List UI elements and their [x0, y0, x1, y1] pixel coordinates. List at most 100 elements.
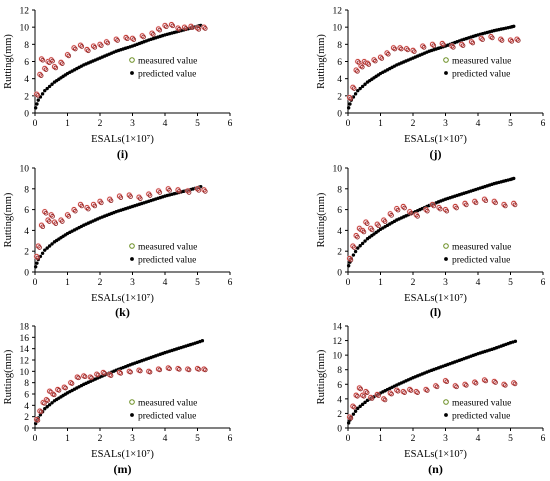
- measured-point: [73, 208, 78, 214]
- x-tick-label: 1: [65, 119, 70, 129]
- predicted-point: [512, 176, 516, 181]
- measured-point: [463, 202, 469, 208]
- measured-point: [129, 35, 136, 41]
- measured-point: [86, 48, 91, 54]
- measured-point: [371, 57, 377, 63]
- measured-point: [38, 73, 44, 78]
- measured-point: [397, 45, 403, 51]
- x-tick-label: 4: [163, 434, 168, 444]
- measured-point: [415, 390, 420, 395]
- measured-point: [408, 388, 414, 393]
- y-tick-label: 4: [337, 227, 342, 237]
- x-tick-label: 6: [228, 278, 233, 288]
- x-axis-title: ESALs(1×10⁷): [404, 293, 467, 304]
- measured-point: [203, 189, 208, 194]
- predicted-point: [513, 339, 518, 343]
- measured-point: [155, 26, 162, 32]
- measured-point: [177, 189, 182, 194]
- x-axis-title: ESALs(1×10⁷): [404, 449, 467, 460]
- measured-point: [118, 371, 124, 376]
- x-tick-label: 6: [541, 119, 546, 129]
- x-tick-label: 6: [228, 119, 233, 129]
- measured-point: [38, 56, 45, 62]
- measured-point: [82, 374, 88, 380]
- legend-label-measured: measured value: [452, 399, 511, 409]
- predicted-point: [360, 402, 365, 407]
- y-tick-label: 2: [337, 248, 342, 258]
- legend-label-measured: measured value: [138, 399, 197, 409]
- measured-point: [51, 64, 58, 70]
- measured-point: [51, 392, 57, 398]
- measured-point: [168, 22, 175, 28]
- y-axis-title: Rutting(mm): [316, 192, 327, 247]
- chart-panel: 0 1 2 3 4 5 6 0 2 4 6 8 10 ESALs(1×10⁷) Rutting(mm) (l)…: [316, 165, 546, 320]
- measured-point: [415, 214, 420, 219]
- measured-point: [105, 40, 111, 46]
- measured-point: [359, 64, 365, 70]
- y-tick-label: 12: [20, 357, 30, 367]
- measured-point: [364, 390, 370, 395]
- measured-point: [196, 188, 202, 193]
- x-tick-label: 5: [508, 278, 513, 288]
- x-tick-label: 3: [443, 278, 448, 288]
- predicted-point: [512, 24, 516, 29]
- measured-point: [201, 24, 207, 30]
- measured-point: [351, 245, 357, 250]
- panel-label: (l): [430, 305, 441, 319]
- predicted-point: [351, 412, 356, 416]
- x-tick-label: 1: [378, 278, 383, 288]
- predicted-point: [356, 88, 360, 93]
- measured-point: [48, 57, 54, 63]
- predicted-point: [36, 98, 40, 102]
- predicted-point: [45, 246, 49, 250]
- y-tick-label: 6: [337, 58, 342, 68]
- measured-point: [56, 388, 62, 393]
- measured-point: [449, 43, 455, 49]
- y-tick-label: 4: [24, 227, 29, 237]
- measured-point: [177, 27, 182, 32]
- measured-point: [79, 203, 85, 209]
- x-tick-label: 4: [163, 119, 168, 129]
- y-tick-label: 0: [24, 269, 29, 279]
- legend-marker-predicted: [130, 257, 134, 261]
- measured-point: [35, 418, 41, 423]
- measured-point: [203, 367, 208, 373]
- measured-point: [64, 52, 71, 58]
- predicted-point: [346, 106, 351, 110]
- measured-point: [66, 214, 72, 219]
- legend-marker-predicted: [444, 71, 448, 75]
- legend-label-measured: measured value: [138, 243, 197, 253]
- predicted-point: [353, 92, 358, 96]
- legend-label-measured: measured value: [452, 243, 511, 253]
- measured-point: [473, 380, 479, 386]
- measured-point: [40, 224, 46, 230]
- measured-point: [444, 379, 450, 385]
- y-tick-label: 10: [333, 165, 343, 175]
- measured-point: [86, 206, 91, 212]
- measured-point: [188, 23, 194, 29]
- measured-point: [167, 188, 172, 193]
- measured-point: [84, 46, 90, 53]
- x-axis-title: ESALs(1×10⁷): [91, 449, 154, 460]
- predicted-point: [363, 239, 367, 243]
- measured-point: [437, 206, 443, 212]
- measured-point: [34, 91, 40, 97]
- measured-point: [460, 43, 466, 48]
- measured-point: [194, 25, 201, 31]
- predicted-point: [50, 82, 54, 86]
- x-tick-label: 2: [411, 278, 416, 288]
- measured-point: [118, 195, 124, 200]
- measured-point: [355, 58, 361, 65]
- measured-point: [139, 33, 145, 39]
- measured-point: [450, 45, 456, 50]
- measured-point: [348, 96, 354, 102]
- y-tick-label: 6: [24, 58, 29, 68]
- predicted-point: [360, 84, 365, 89]
- legend-marker-predicted: [130, 71, 134, 75]
- measured-point: [108, 198, 114, 204]
- predicted-point: [35, 261, 39, 265]
- y-tick-label: 16: [20, 334, 30, 344]
- predicted-point: [351, 253, 356, 257]
- measured-point: [395, 207, 401, 213]
- measured-point: [431, 43, 437, 48]
